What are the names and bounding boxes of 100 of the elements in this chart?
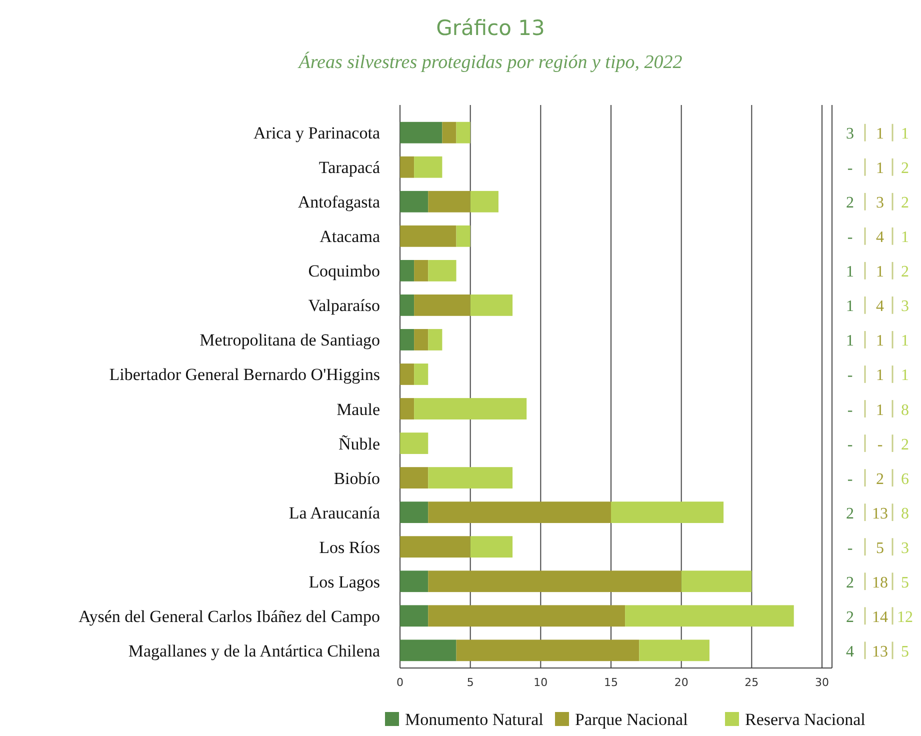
data-label: 1 (876, 402, 884, 419)
bar (400, 502, 428, 524)
bar (456, 640, 640, 662)
x-tick-label: 10 (534, 676, 548, 689)
bar (470, 536, 513, 558)
bar (400, 122, 442, 144)
data-label: 1 (901, 332, 909, 350)
data-label: 5 (876, 540, 884, 557)
data-label: - (877, 436, 883, 454)
x-tick-label: 20 (674, 676, 688, 689)
bar (400, 640, 456, 662)
bar (400, 570, 428, 592)
bar (428, 502, 611, 524)
bar (414, 398, 527, 420)
data-label: 14 (872, 608, 888, 626)
data-label: 4 (876, 229, 884, 246)
data-label: 6 (901, 470, 909, 488)
data-label: 2 (846, 608, 854, 626)
data-label: 8 (901, 505, 909, 522)
bar (414, 156, 442, 178)
bar (442, 122, 456, 144)
bar (414, 260, 428, 282)
bar (456, 122, 470, 144)
data-label: 8 (901, 402, 909, 419)
y-tick-label: Antofagasta (298, 192, 380, 212)
bar (470, 294, 513, 316)
bar (400, 467, 428, 488)
data-label: 1 (846, 332, 854, 350)
data-label: 1 (876, 367, 884, 384)
data-label: - (847, 229, 853, 246)
bar (428, 605, 626, 627)
data-label: 3 (901, 540, 909, 557)
y-tick-label: Valparaíso (308, 296, 380, 316)
bar (400, 364, 414, 385)
data-label: 3 (846, 126, 854, 143)
y-tick-label: Atacama (320, 227, 380, 246)
data-label: 2 (846, 574, 854, 592)
data-label: 1 (901, 229, 909, 246)
bar (400, 329, 414, 350)
bar (414, 329, 428, 350)
bar (428, 329, 442, 350)
bar (470, 190, 498, 212)
y-tick-label: Magallanes y de la Antártica Chilena (128, 641, 380, 660)
y-tick-label: Ñuble (338, 434, 380, 454)
bar (639, 640, 710, 662)
bar (400, 225, 456, 247)
x-tick-label: 5 (466, 676, 474, 689)
data-label: 1 (876, 332, 884, 350)
data-label: 1 (876, 160, 884, 178)
data-label: 1 (876, 264, 884, 281)
bar (400, 190, 428, 212)
x-tick-label: 25 (744, 676, 759, 689)
bar (400, 260, 414, 282)
data-label: 2 (901, 194, 909, 212)
legend-label: Reserva Nacional (745, 710, 866, 729)
bar (611, 502, 724, 524)
data-label: 4 (846, 643, 854, 660)
y-tick-label: Los Ríos (319, 538, 380, 557)
y-tick-label: Los Lagos (308, 572, 380, 592)
x-tick-label: 0 (396, 676, 404, 689)
bar (428, 570, 682, 592)
data-label: 3 (876, 194, 884, 212)
chart-subtitle: Áreas silvestres protegidas por región y tipo, 2022 (296, 51, 683, 73)
data-label: - (847, 160, 853, 178)
data-label: 12 (897, 608, 913, 626)
x-tick-label: 15 (604, 676, 618, 689)
data-label: 2 (846, 505, 854, 522)
bar (414, 364, 428, 385)
x-tick-label: 30 (815, 676, 829, 689)
data-label: 1 (901, 126, 909, 143)
data-label: 2 (901, 264, 909, 281)
bar (625, 605, 794, 627)
data-label: - (847, 402, 853, 419)
data-label: 2 (901, 436, 909, 454)
data-label: - (847, 540, 853, 557)
y-tick-label: Libertador General Bernardo O'Higgins (109, 365, 380, 384)
y-tick-label: Arica y Parinacota (254, 124, 380, 143)
data-label: 18 (872, 574, 888, 592)
bar (681, 570, 752, 592)
data-label: 5 (901, 643, 909, 660)
bar (400, 156, 414, 178)
bar (400, 605, 428, 627)
bar (400, 536, 470, 558)
data-label: - (847, 436, 853, 454)
bar (428, 190, 470, 212)
data-label: 13 (872, 505, 888, 522)
bar (400, 398, 414, 420)
bar (428, 467, 513, 488)
data-label: 1 (846, 264, 854, 281)
y-tick-label: Biobío (334, 468, 380, 488)
bar (456, 225, 470, 247)
bar (414, 294, 470, 316)
bar (400, 294, 414, 316)
y-tick-label: Tarapacá (318, 158, 380, 178)
y-tick-label: Maule (336, 400, 380, 419)
data-label: 2 (876, 470, 884, 488)
bar (428, 260, 456, 282)
data-label: 2 (901, 160, 909, 178)
data-label: 1 (876, 126, 884, 143)
data-label: 1 (846, 298, 854, 316)
